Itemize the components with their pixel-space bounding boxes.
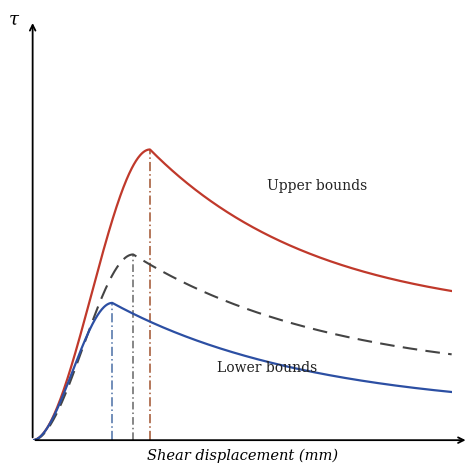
- Text: Upper bounds: Upper bounds: [267, 179, 367, 193]
- Text: τ: τ: [9, 10, 19, 28]
- X-axis label: Shear displacement (mm): Shear displacement (mm): [146, 448, 337, 463]
- Text: Lower bounds: Lower bounds: [217, 361, 317, 374]
